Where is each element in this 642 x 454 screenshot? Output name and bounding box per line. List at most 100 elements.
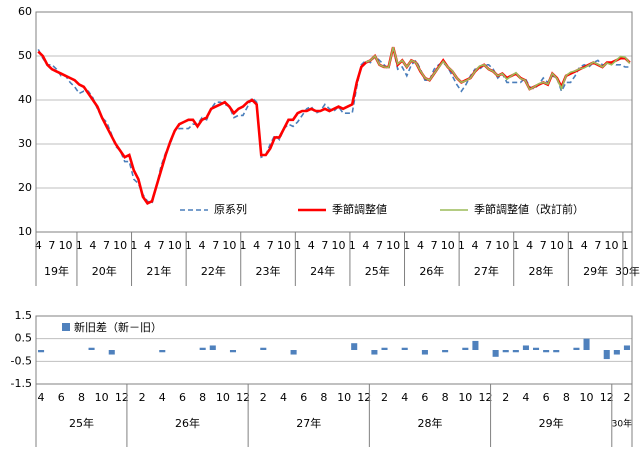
- year-label: 26年: [175, 416, 200, 430]
- year-label: 19年: [44, 264, 69, 278]
- x-tick-label: 8: [320, 391, 327, 404]
- year-label: 22年: [201, 264, 226, 278]
- legend-label: 季節調整値: [332, 202, 387, 216]
- x-tick-label: 1: [458, 239, 465, 252]
- x-tick-label: 12: [357, 391, 371, 404]
- plot-frame: [35, 11, 633, 233]
- year-label: 24年: [310, 264, 335, 278]
- bar: [623, 345, 630, 350]
- x-tick-label: 7: [376, 239, 383, 252]
- x-tick-label: 6: [300, 391, 307, 404]
- x-tick-label: 4: [253, 239, 260, 252]
- x-tick-label: 4: [144, 239, 151, 252]
- x-tick-label: 1: [512, 239, 519, 252]
- x-tick-label: 6: [543, 391, 550, 404]
- bar: [351, 343, 358, 350]
- bar: [199, 347, 206, 350]
- x-tick-label: 12: [236, 391, 250, 404]
- year-label: 30年: [612, 418, 632, 430]
- x-tick-label: 8: [78, 391, 85, 404]
- x-tick-label: 10: [458, 391, 472, 404]
- x-tick-label: 4: [472, 239, 479, 252]
- x-tick-label: 1: [622, 239, 629, 252]
- x-tick-label: 1: [185, 239, 192, 252]
- bar: [553, 350, 560, 353]
- x-tick-label: 4: [89, 239, 96, 252]
- year-label: 21年: [146, 264, 171, 278]
- x-tick-label: 7: [540, 239, 547, 252]
- x-tick-label: 10: [386, 239, 400, 252]
- x-tick-label: 12: [115, 391, 129, 404]
- bar: [290, 350, 297, 355]
- x-tick-label: 2: [260, 391, 267, 404]
- bar: [371, 350, 378, 355]
- x-tick-label: 4: [417, 239, 424, 252]
- x-tick-label: 2: [502, 391, 509, 404]
- x-tick-label: 8: [563, 391, 570, 404]
- x-tick-label: 10: [550, 239, 564, 252]
- bar: [533, 347, 540, 350]
- bar: [38, 350, 45, 353]
- year-label: 28年: [417, 416, 442, 430]
- x-tick-label: 7: [485, 239, 492, 252]
- x-tick-label: 7: [48, 239, 55, 252]
- x-tick-label: 4: [581, 239, 588, 252]
- x-tick-label: 10: [605, 239, 619, 252]
- x-tick-label: 1: [349, 239, 356, 252]
- x-tick-label: 7: [267, 239, 274, 252]
- x-tick-label: 1: [403, 239, 410, 252]
- bar: [88, 347, 95, 350]
- x-tick-label: 10: [441, 239, 455, 252]
- legend-label: 季節調整値（改訂前）: [474, 202, 584, 216]
- y-tick-label: 50: [18, 49, 32, 62]
- x-tick-label: 4: [522, 391, 529, 404]
- year-label: 25年: [69, 416, 94, 430]
- bar: [260, 347, 267, 350]
- x-tick-label: 10: [216, 391, 230, 404]
- bar: [502, 350, 509, 353]
- x-tick-label: 4: [38, 391, 45, 404]
- x-tick-label: 10: [222, 239, 236, 252]
- x-tick-label: 8: [442, 391, 449, 404]
- bar: [108, 350, 115, 355]
- y-tick-label: 30: [18, 137, 32, 150]
- x-tick-label: 10: [59, 239, 73, 252]
- x-tick-label: 7: [594, 239, 601, 252]
- y-tick-label: 40: [18, 93, 32, 106]
- x-tick-label: 7: [321, 239, 328, 252]
- x-tick-label: 10: [277, 239, 291, 252]
- x-tick-label: 10: [495, 239, 509, 252]
- legend-swatch: [62, 323, 70, 331]
- x-tick-label: 4: [280, 391, 287, 404]
- y-tick-label: 1.5: [15, 309, 33, 322]
- year-label: 26年: [419, 264, 444, 278]
- y-tick-label: 10: [18, 225, 32, 238]
- bar: [613, 350, 620, 355]
- x-tick-label: 1: [240, 239, 247, 252]
- bar: [583, 338, 590, 350]
- y-tick-label: -0.5: [11, 354, 32, 367]
- bar: [522, 345, 529, 350]
- year-label: 27年: [296, 416, 321, 430]
- x-tick-label: 4: [401, 391, 408, 404]
- x-tick-label: 1: [567, 239, 574, 252]
- x-tick-label: 10: [113, 239, 127, 252]
- x-tick-label: 4: [308, 239, 315, 252]
- bar: [159, 350, 166, 353]
- y-tick-label: 60: [18, 5, 32, 18]
- x-tick-label: 2: [623, 391, 630, 404]
- x-tick-label: 4: [526, 239, 533, 252]
- y-tick-label: 0.5: [15, 332, 33, 345]
- x-tick-label: 2: [381, 391, 388, 404]
- x-tick-label: 1: [294, 239, 301, 252]
- year-label: 27年: [474, 264, 499, 278]
- bar: [209, 345, 216, 350]
- legend-label: 新旧差（新－旧）: [74, 320, 162, 334]
- x-tick-label: 10: [580, 391, 594, 404]
- x-tick-label: 7: [158, 239, 165, 252]
- bar: [573, 347, 580, 350]
- x-tick-label: 7: [212, 239, 219, 252]
- x-tick-label: 6: [421, 391, 428, 404]
- x-tick-label: 4: [199, 239, 206, 252]
- x-tick-label: 12: [600, 391, 614, 404]
